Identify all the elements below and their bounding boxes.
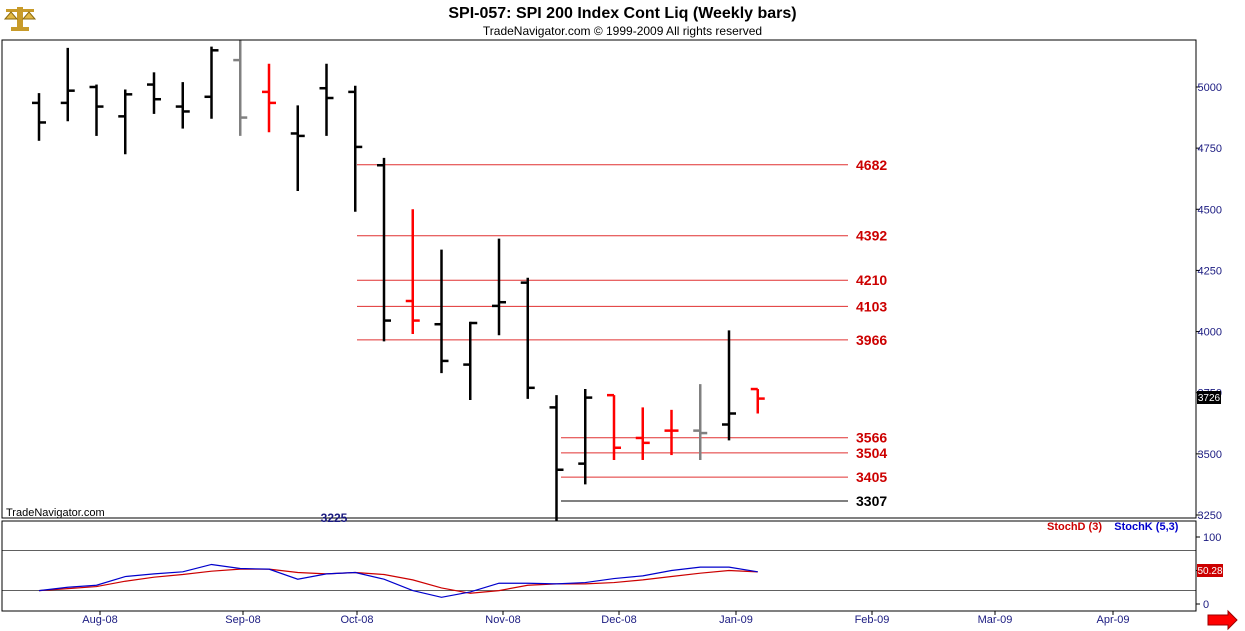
chart-subtitle: TradeNavigator.com © 1999-2009 All right… [482,24,763,38]
indicator-panel [1,520,1197,612]
y-tick-label: 5000 [1198,82,1222,94]
x-tick-label: Aug-08 [82,614,117,626]
ohlc-bar [722,330,736,441]
stoch-d-label: StochD (3) [1047,521,1102,533]
stoch-tick-label: 100 [1203,532,1221,544]
ohlc-bar [635,407,650,460]
x-tick-label: Dec-08 [601,614,636,626]
ohlc-bar [664,409,679,456]
y-tick-label: 4500 [1198,204,1222,216]
ohlc-bar [750,387,765,414]
stoch-last-tag: 50.28 [1197,564,1223,577]
ohlc-bar [348,85,363,212]
level-label: 4210 [856,272,887,288]
ohlc-bar [492,238,506,336]
ohlc-bar [693,384,708,460]
stoch-d-line [38,568,758,594]
ohlc-bar [262,63,276,133]
price-panel [1,39,1197,519]
ohlc-bar [60,47,75,122]
ohlc-bar [175,82,190,129]
level-label: 4103 [856,298,887,314]
x-tick-label: Mar-09 [978,614,1013,626]
x-tick-label: Jan-09 [719,614,753,626]
ohlc-bar [463,321,478,401]
ohlc-bar [204,46,219,119]
ohlc-bar [319,63,334,136]
ohlc-bar [290,105,305,191]
scroll-right-arrow-icon[interactable] [1207,609,1238,631]
y-tick-label: 3250 [1198,510,1222,522]
watermark-label: TradeNavigator.com [6,507,105,519]
x-axis: Aug-08 Sep-08 Oct-08 Nov-08 Dec-08 Jan-09 Feb-… [82,611,1130,626]
level-label: 3966 [856,332,887,348]
ohlc-bar [377,157,391,342]
stoch-k-line [38,563,758,598]
level-label: 3566 [856,430,887,446]
ohlc-bar [405,209,420,335]
x-tick-label: Nov-08 [485,614,520,626]
ohlc-bar [549,395,564,522]
level-label: 3405 [856,469,887,485]
scale-logo-icon [3,7,37,31]
ohlc-bar [89,84,104,136]
x-tick-label: Feb-09 [855,614,890,626]
ohlc-bar [520,277,535,399]
last-price-label: 3726 [1198,393,1221,404]
stochastic-lines [2,550,1196,598]
ohlc-bar [434,249,449,374]
x-tick-label: Sep-08 [225,614,260,626]
ohlc-bar [147,72,161,114]
indicator-legend: StochD (3) StochK (5,3) [1047,521,1178,533]
stoch-tick-label: 0 [1203,599,1209,611]
level-label: 3307 [856,493,887,509]
level-label: 3504 [856,445,887,461]
ohlc-bar [233,40,248,136]
ohlc-bar [607,393,621,460]
ohlc-bar [118,89,133,155]
last-price-tag: 3726 [1197,391,1221,404]
stoch-last-label: 50.28 [1197,566,1222,577]
price-bars [32,40,765,522]
y-tick-label: 3500 [1198,449,1222,461]
price-y-axis: 50004750450042504000375035003250 [1196,82,1222,522]
level-label: 4392 [856,228,887,244]
y-tick-label: 4750 [1198,143,1222,155]
x-tick-label: Oct-08 [340,614,373,626]
chart-title: SPI-057: SPI 200 Index Cont Liq (Weekly … [448,5,797,22]
stoch-k-label: StochK (5,3) [1114,521,1179,533]
y-tick-label: 4250 [1198,265,1222,277]
ohlc-bar [578,389,593,485]
ohlc-bar [32,93,46,141]
x-tick-label: Apr-09 [1096,614,1129,626]
level-label: 4682 [856,157,887,173]
low-annotation: 3225 [321,511,348,525]
y-tick-label: 4000 [1198,327,1222,339]
